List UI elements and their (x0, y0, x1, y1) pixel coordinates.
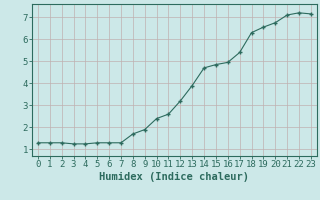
X-axis label: Humidex (Indice chaleur): Humidex (Indice chaleur) (100, 172, 249, 182)
